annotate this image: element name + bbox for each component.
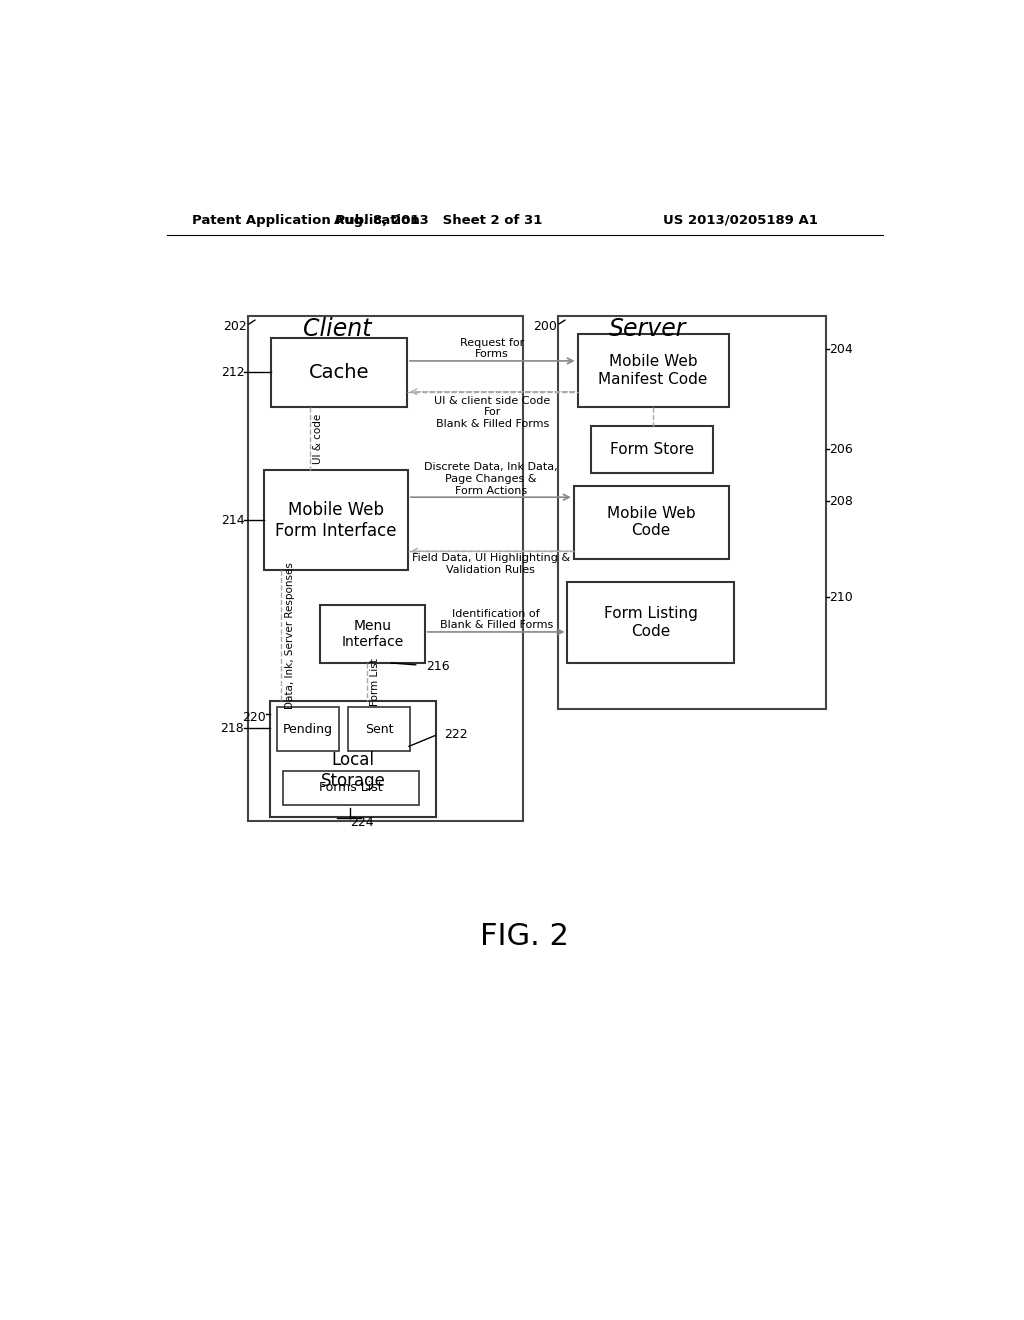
Text: 216: 216 bbox=[426, 660, 450, 673]
Text: UI & code: UI & code bbox=[313, 413, 324, 463]
Text: Form Listing
Code: Form Listing Code bbox=[604, 606, 697, 639]
Text: Discrete Data, Ink Data,
Page Changes &
Form Actions: Discrete Data, Ink Data, Page Changes & … bbox=[424, 462, 557, 496]
Text: Pending: Pending bbox=[283, 723, 333, 735]
Bar bbox=[573, 486, 729, 558]
Text: Server: Server bbox=[608, 317, 686, 342]
Bar bbox=[270, 701, 436, 817]
Text: Client: Client bbox=[303, 317, 372, 342]
Text: Menu
Interface: Menu Interface bbox=[341, 619, 403, 649]
Text: 218: 218 bbox=[220, 722, 245, 735]
Text: 222: 222 bbox=[444, 727, 468, 741]
Text: Aug. 8, 2013   Sheet 2 of 31: Aug. 8, 2013 Sheet 2 of 31 bbox=[334, 214, 542, 227]
Bar bbox=[321, 605, 425, 663]
Text: Patent Application Publication: Patent Application Publication bbox=[191, 214, 419, 227]
Bar bbox=[276, 708, 339, 751]
Text: 200: 200 bbox=[532, 321, 557, 333]
Text: UI & client side Code
For
Blank & Filled Forms: UI & client side Code For Blank & Filled… bbox=[434, 396, 550, 429]
Text: 224: 224 bbox=[350, 816, 374, 829]
Text: FIG. 2: FIG. 2 bbox=[480, 921, 569, 950]
Text: Form List: Form List bbox=[370, 659, 380, 706]
Bar bbox=[283, 771, 419, 805]
Text: Sent: Sent bbox=[365, 723, 393, 735]
Text: Identification of
Blank & Filled Forms: Identification of Blank & Filled Forms bbox=[439, 609, 553, 631]
Text: Form Store: Form Store bbox=[610, 442, 694, 457]
Text: Mobile Web
Manifest Code: Mobile Web Manifest Code bbox=[598, 354, 708, 387]
Text: Data, Ink, Server Responses: Data, Ink, Server Responses bbox=[285, 562, 295, 709]
Text: 202: 202 bbox=[223, 321, 247, 333]
Text: 208: 208 bbox=[829, 495, 853, 508]
Text: Forms List: Forms List bbox=[319, 781, 383, 795]
Text: 214: 214 bbox=[220, 513, 245, 527]
Text: 220: 220 bbox=[243, 711, 266, 725]
Bar bbox=[558, 317, 825, 709]
Bar bbox=[578, 334, 729, 407]
Bar bbox=[271, 338, 407, 407]
Text: Mobile Web
Code: Mobile Web Code bbox=[607, 506, 695, 539]
Text: Local
Storage: Local Storage bbox=[321, 751, 386, 789]
Text: Cache: Cache bbox=[309, 363, 370, 381]
Text: Request for
Forms: Request for Forms bbox=[460, 338, 524, 359]
Text: US 2013/0205189 A1: US 2013/0205189 A1 bbox=[663, 214, 817, 227]
Bar bbox=[592, 426, 713, 473]
Text: 212: 212 bbox=[220, 366, 245, 379]
Bar bbox=[348, 708, 410, 751]
Text: 204: 204 bbox=[829, 343, 853, 356]
Text: Mobile Web
Form Interface: Mobile Web Form Interface bbox=[275, 500, 397, 540]
Text: 210: 210 bbox=[829, 591, 853, 603]
Bar bbox=[264, 470, 408, 570]
Bar bbox=[567, 582, 734, 663]
Text: 206: 206 bbox=[829, 444, 853, 455]
Bar bbox=[248, 317, 523, 821]
Text: Field Data, UI Highlighting &
Validation Rules: Field Data, UI Highlighting & Validation… bbox=[412, 553, 569, 576]
